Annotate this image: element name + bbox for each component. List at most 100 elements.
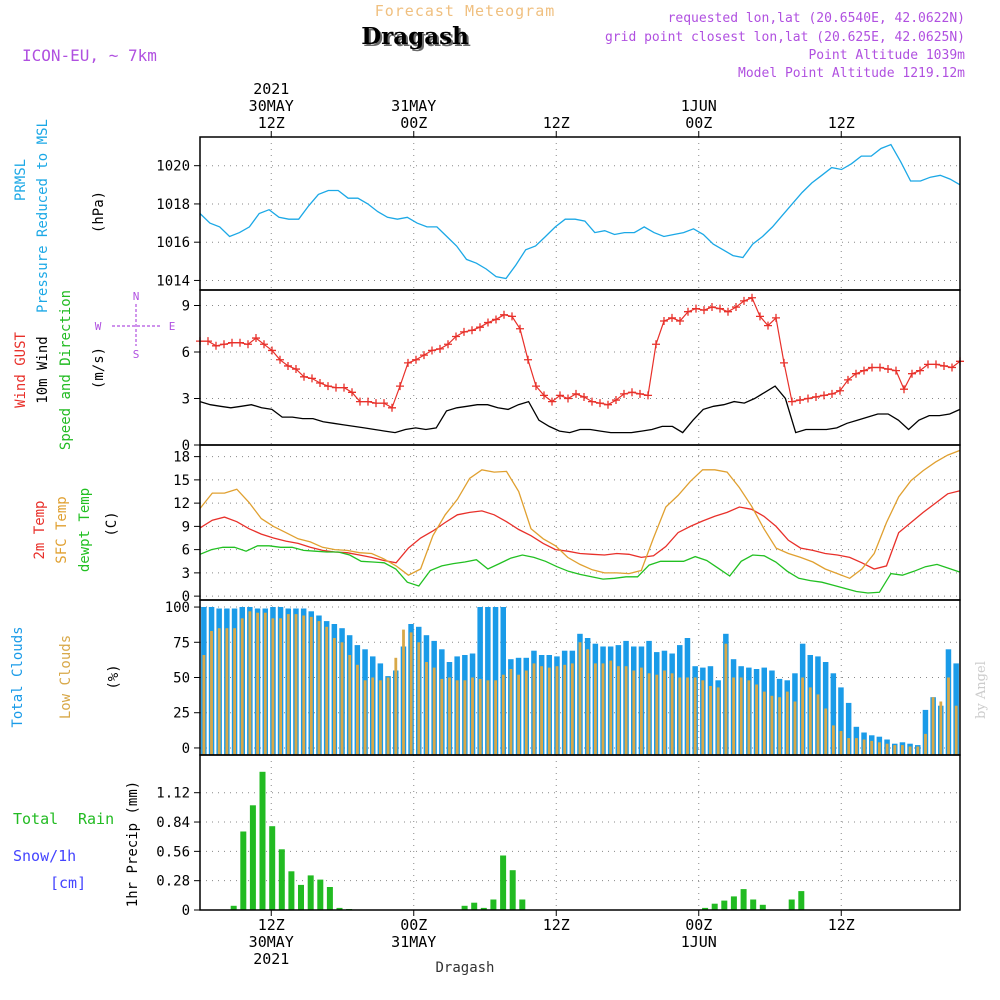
time-label-bottom: 30MAY — [249, 933, 294, 951]
gust-marker — [916, 366, 924, 375]
precip-ytick-label: 0 — [182, 903, 190, 919]
low-cloud-bar — [847, 738, 851, 755]
precip-ytick-label: 0.56 — [156, 844, 190, 860]
low-cloud-bar — [686, 677, 689, 755]
gust-marker — [732, 303, 740, 312]
rain-bar — [500, 855, 507, 910]
gust-marker — [300, 372, 308, 381]
low-cloud-bar — [762, 691, 766, 755]
gust-marker — [876, 363, 884, 372]
cloud-labels: Total Clouds Low Clouds (%) — [10, 626, 122, 727]
low-cloud-bar — [379, 680, 382, 755]
gust-marker — [388, 403, 396, 412]
gust-marker — [212, 341, 220, 350]
precip-unit: 1hr Precip (mm) — [125, 781, 141, 907]
gust-line — [200, 297, 961, 409]
rain-bar — [509, 870, 516, 910]
gust-marker — [548, 397, 556, 406]
total-cloud-bar — [830, 673, 837, 755]
gust-marker — [324, 382, 332, 391]
gust-marker — [852, 369, 860, 378]
low-cloud-bar — [417, 642, 421, 755]
rain-bar — [269, 826, 276, 910]
prmsl-sublabel: Pressure Reduced to MSL — [35, 119, 51, 313]
low-cloud-bar — [317, 621, 321, 755]
low-cloud-bar — [210, 631, 213, 755]
low-cloud-bar — [785, 691, 789, 755]
time-label-bottom: 31MAY — [391, 933, 436, 951]
prmsl-label: PRMSL — [13, 159, 29, 201]
low-cloud-bar — [640, 667, 643, 755]
rain-label: Rain — [78, 810, 114, 828]
location-title-shadow: Dragash — [363, 25, 471, 52]
rain-total-label: Total — [13, 810, 58, 828]
low-cloud-bar — [555, 666, 559, 755]
wind10m-line — [199, 385, 961, 434]
low-cloud-bar — [594, 663, 597, 755]
gust-marker — [684, 307, 692, 316]
gust-marker — [564, 394, 572, 403]
sfc-label: SFC Temp — [54, 496, 70, 563]
rain-bar — [788, 899, 795, 910]
gust-marker — [340, 383, 348, 392]
gust-marker — [476, 323, 484, 332]
wind-unit: (m/s) — [91, 347, 107, 389]
gust-marker — [348, 388, 356, 397]
low-cloud-bar — [455, 680, 459, 755]
gust-marker — [500, 310, 508, 319]
low-cloud-bar — [801, 677, 804, 755]
low-cloud-bar — [586, 649, 590, 755]
pressure-panel-frame — [199, 136, 961, 291]
low-cloud-bar — [793, 701, 797, 755]
wind10m-label: 10m Wind — [35, 336, 51, 403]
gust-label: Wind GUST — [13, 332, 29, 408]
low-cloud-bar — [870, 740, 874, 755]
gust-marker — [404, 358, 412, 367]
gust-marker — [396, 382, 404, 391]
gust-marker — [436, 344, 444, 353]
gust-marker — [908, 369, 916, 378]
snow-label: Snow/1h — [13, 847, 76, 865]
low-cloud-bar — [931, 697, 935, 755]
rain-bar — [740, 889, 747, 910]
wind-ytick-label: 0 — [182, 438, 190, 454]
low-cloud-bar — [609, 660, 613, 755]
gust-marker — [356, 397, 364, 406]
low-cloud-bar — [402, 629, 405, 755]
time-label-top: 12Z — [543, 114, 570, 132]
gust-marker — [844, 375, 852, 384]
time-label-top: 12Z — [828, 114, 855, 132]
t2m-line — [199, 490, 961, 570]
rain-bar — [798, 891, 805, 910]
low-cloud-label: Low Clouds — [58, 635, 74, 719]
total-cloud-label: Total Clouds — [10, 626, 26, 727]
clouds-ytick-label: 25 — [173, 706, 190, 722]
gust-marker — [772, 313, 780, 322]
temp-unit: (C) — [104, 511, 120, 536]
gust-marker — [780, 358, 788, 367]
gust-marker — [604, 400, 612, 409]
compass-n: N — [133, 290, 140, 303]
low-cloud-bar — [509, 669, 513, 755]
time-label-top: 00Z — [685, 114, 712, 132]
gust-marker — [260, 340, 268, 349]
time-label-top: 00Z — [400, 114, 427, 132]
low-cloud-bar — [862, 739, 866, 755]
t2m-label: 2m Temp — [32, 500, 48, 559]
gust-marker — [524, 355, 532, 364]
wind-ytick-label: 9 — [182, 299, 190, 315]
low-cloud-bar — [670, 673, 674, 755]
gust-marker — [276, 355, 284, 364]
rain-bar — [336, 907, 343, 910]
low-cloud-bar — [432, 667, 436, 755]
gust-marker — [788, 397, 796, 406]
pressure-ytick-label: 1014 — [156, 273, 190, 289]
gust-marker — [636, 389, 644, 398]
total-cloud-bar — [922, 709, 929, 755]
time-label-top: 30MAY — [249, 97, 294, 115]
rain-bar — [249, 805, 256, 910]
low-cloud-bar — [693, 677, 697, 755]
gust-marker — [748, 293, 756, 302]
gust-marker — [708, 303, 716, 312]
